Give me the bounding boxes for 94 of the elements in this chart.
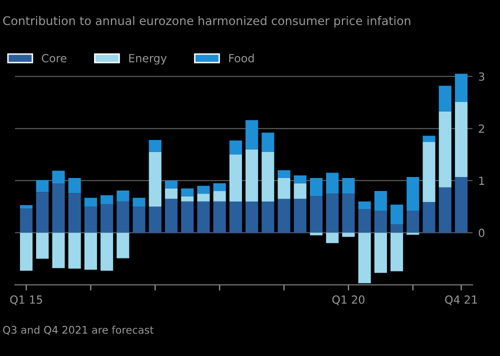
chart-title: Contribution to annual eurozone harmonized consumer price infation [3, 16, 410, 28]
x-tick-label: Q1 20 [332, 295, 364, 306]
bar [229, 201, 242, 233]
bar [36, 232, 49, 259]
bar [342, 194, 355, 233]
bar [84, 198, 97, 207]
bar [390, 204, 404, 224]
bar [390, 232, 404, 272]
bar [197, 186, 210, 194]
bar [116, 201, 130, 233]
bar [358, 232, 371, 284]
bar [52, 170, 65, 184]
bar [390, 224, 404, 233]
bar [52, 184, 65, 233]
bar [246, 120, 258, 150]
bar [116, 232, 130, 258]
bar [213, 201, 226, 233]
bar [36, 180, 49, 192]
bar [213, 183, 226, 192]
bar [294, 175, 306, 184]
bar [164, 198, 178, 233]
x-tick-label: Q4 21 [445, 295, 477, 306]
bar [246, 201, 258, 233]
y-tick-label: 2 [478, 124, 484, 133]
bar [422, 142, 436, 202]
bar [278, 178, 290, 199]
bar [454, 102, 468, 177]
bar [52, 232, 65, 268]
bar [454, 74, 468, 102]
bar [229, 154, 242, 202]
bar [181, 201, 194, 233]
y-tick-label: 3 [478, 72, 484, 81]
bar [68, 178, 81, 194]
bar [358, 209, 371, 233]
bar [374, 191, 387, 211]
bar [358, 201, 371, 210]
bar [100, 232, 114, 271]
bar [422, 202, 436, 233]
bar [181, 196, 194, 202]
bar [278, 170, 290, 178]
bar [262, 152, 274, 202]
bar [116, 190, 130, 202]
bar [213, 191, 226, 202]
bar [20, 208, 33, 233]
bar [246, 149, 258, 202]
y-tick-label: 1 [479, 176, 484, 185]
bar [310, 232, 323, 236]
bar [454, 176, 468, 233]
bar [100, 195, 114, 204]
bar [132, 198, 146, 207]
y-tick-label: 0 [478, 228, 484, 238]
bar [438, 86, 452, 112]
bar [148, 206, 162, 233]
bar [326, 172, 339, 194]
bar [20, 205, 33, 209]
bar [294, 198, 306, 233]
bar [326, 194, 339, 233]
bar [438, 111, 452, 188]
bar [310, 196, 323, 233]
bar [438, 187, 452, 233]
bar [229, 140, 242, 155]
bar [181, 188, 194, 196]
bar [278, 198, 290, 233]
bar [148, 140, 162, 152]
bar [262, 132, 274, 152]
bar [342, 232, 355, 237]
bar [406, 176, 420, 211]
bar [68, 193, 81, 233]
bar [310, 178, 323, 196]
bar [164, 180, 178, 188]
bar [374, 232, 387, 273]
bar [84, 206, 97, 233]
bar [197, 201, 210, 233]
bar [20, 232, 33, 271]
legend-label: Food [229, 54, 254, 62]
text: Q3 and Q4 2021 are forecast [3, 326, 154, 335]
legend-label: Energy [129, 54, 167, 65]
bar [36, 192, 49, 233]
bar [406, 210, 420, 233]
legend-label: Core [42, 54, 66, 62]
bar [132, 206, 146, 233]
bar [294, 183, 306, 199]
bar [197, 194, 210, 202]
bar [84, 232, 97, 270]
bar [374, 210, 387, 233]
bar [326, 232, 339, 244]
bar [422, 136, 436, 142]
bar [262, 201, 274, 233]
bar [164, 188, 178, 199]
bar [100, 204, 114, 233]
bar [148, 152, 162, 207]
bar [342, 178, 355, 194]
x-tick-label: Q1 15 [10, 295, 42, 306]
bar [68, 232, 81, 269]
